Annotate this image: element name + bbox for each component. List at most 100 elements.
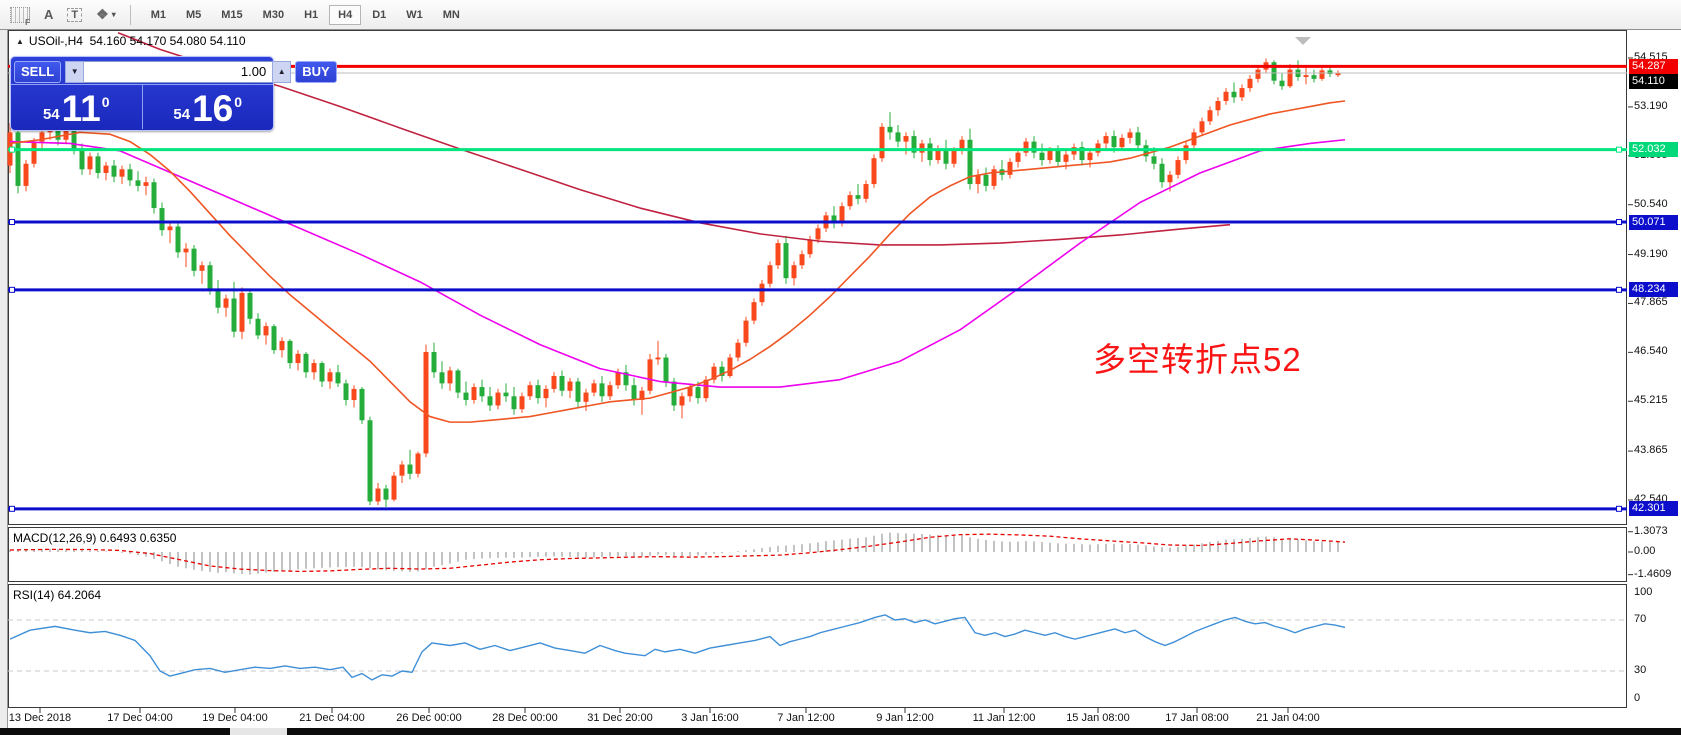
candle-body <box>599 383 605 397</box>
candle-body <box>879 126 885 159</box>
candle-body <box>1247 78 1253 89</box>
support-line-52-handle[interactable] <box>9 146 15 153</box>
timeframe-button-m1[interactable]: M1 <box>142 5 175 25</box>
chart-shift-marker-icon[interactable] <box>1295 37 1311 45</box>
support-line-48-handle[interactable] <box>9 286 15 293</box>
chart-title: ▲ USOil-,H4 54.160 54.170 54.080 54.110 <box>16 34 246 48</box>
candle-body <box>111 165 117 177</box>
collapse-triangle-icon[interactable]: ▲ <box>16 37 24 46</box>
candle-body <box>535 385 541 399</box>
candle-body <box>1087 152 1093 161</box>
volume-stepper: ▼ ▲ <box>65 60 292 83</box>
candle-body <box>591 383 597 393</box>
candle-body <box>775 243 781 266</box>
candle-body <box>647 359 653 391</box>
toolbar-separator <box>129 4 131 25</box>
candle-body <box>983 174 989 186</box>
candle-body <box>351 388 357 400</box>
time-axis-label: 17 Jan 08:00 <box>1165 712 1229 724</box>
candle-body <box>567 381 573 391</box>
chart-text-annotation[interactable]: 多空转折点52 <box>1093 341 1302 378</box>
candle-body <box>1199 121 1205 133</box>
candle-body <box>431 351 437 373</box>
bottom-bar-right <box>287 728 1681 735</box>
price-tick-label: 50.540 <box>1634 197 1668 210</box>
candle-body <box>671 381 677 406</box>
candle-body <box>183 248 189 253</box>
buy-price-display[interactable]: 54 16 0 <box>173 88 243 129</box>
sell-price-display[interactable]: 54 11 0 <box>42 88 110 129</box>
support-line-50-handle[interactable] <box>9 219 15 226</box>
candle-body <box>247 292 253 319</box>
indicator-list-icon[interactable]: F <box>10 6 30 27</box>
candle-body <box>1039 152 1045 161</box>
volume-decrease-button[interactable]: ▼ <box>65 60 85 83</box>
candle-body <box>799 254 805 266</box>
price-tick-label: 53.190 <box>1634 99 1668 112</box>
candle-body <box>399 464 405 476</box>
macd-indicator-label: MACD(12,26,9) 0.6493 0.6350 <box>13 531 177 545</box>
candle-body <box>103 165 109 173</box>
candle-body <box>367 420 373 502</box>
candle-body <box>1047 150 1053 161</box>
support-line-42-handle[interactable] <box>9 505 15 512</box>
candle-body <box>607 385 613 397</box>
candle-body <box>927 143 933 161</box>
candle-body <box>1335 72 1341 76</box>
candle-body <box>895 132 901 142</box>
cursor-tool-icon[interactable]: ❖ ▾ <box>96 6 116 22</box>
candle-body <box>1175 160 1181 175</box>
candle-body <box>1239 88 1245 98</box>
support-line-52-handle[interactable] <box>1616 146 1622 153</box>
candle-body <box>191 248 197 271</box>
timeframe-button-m30[interactable]: M30 <box>254 5 293 25</box>
candle-body <box>1111 136 1117 148</box>
timeframe-button-m15[interactable]: M15 <box>212 5 251 25</box>
candle-body <box>71 130 77 151</box>
timeframe-button-d1[interactable]: D1 <box>363 5 395 25</box>
candle-body <box>407 464 413 474</box>
buy-button[interactable]: BUY <box>295 60 337 83</box>
candle-body <box>663 357 669 382</box>
support-line-50-handle[interactable] <box>1616 219 1622 226</box>
candle-body <box>871 158 877 185</box>
price-badge-50071: 50.071 <box>1629 214 1678 230</box>
candle-body <box>207 265 213 290</box>
price-tick-label: 49.190 <box>1634 247 1668 260</box>
text-label-icon[interactable]: A <box>44 7 54 22</box>
timeframe-button-w1[interactable]: W1 <box>397 5 432 25</box>
candle-body <box>463 392 469 400</box>
rsi-axis-label: 70 <box>1634 613 1647 625</box>
price-tick-label: 43.865 <box>1634 444 1668 457</box>
support-line-48-handle[interactable] <box>1616 286 1622 293</box>
time-axis-label: 15 Jan 08:00 <box>1066 712 1130 724</box>
macd-panel-frame <box>8 527 1627 582</box>
price-badge-54110: 54.110 <box>1629 73 1678 89</box>
timeframe-button-mn[interactable]: MN <box>434 5 469 25</box>
candle-body <box>975 174 981 185</box>
sell-button[interactable]: SELL <box>14 60 62 83</box>
candle-body <box>951 150 957 164</box>
candle-body <box>119 169 125 177</box>
time-axis-label: 7 Jan 12:00 <box>777 712 835 724</box>
candle-body <box>503 392 509 397</box>
volume-increase-button[interactable]: ▲ <box>272 60 292 83</box>
candle-body <box>271 326 277 351</box>
candle-body <box>855 195 861 199</box>
text-box-icon[interactable]: T <box>67 7 83 22</box>
candle-body <box>903 136 909 142</box>
candle-body <box>415 453 421 474</box>
time-axis-label: 31 Dec 20:00 <box>587 712 653 724</box>
volume-input[interactable] <box>84 60 273 83</box>
timeframe-button-h1[interactable]: H1 <box>295 5 327 25</box>
candle-body <box>575 381 581 402</box>
candle-body <box>703 379 709 399</box>
timeframe-button-h4[interactable]: H4 <box>329 4 362 25</box>
candle-body <box>1183 145 1189 161</box>
candle-body <box>55 126 61 140</box>
support-line-42-handle[interactable] <box>1616 505 1622 512</box>
timeframe-button-m5[interactable]: M5 <box>177 5 210 25</box>
price-tick-label: 46.540 <box>1634 345 1668 358</box>
